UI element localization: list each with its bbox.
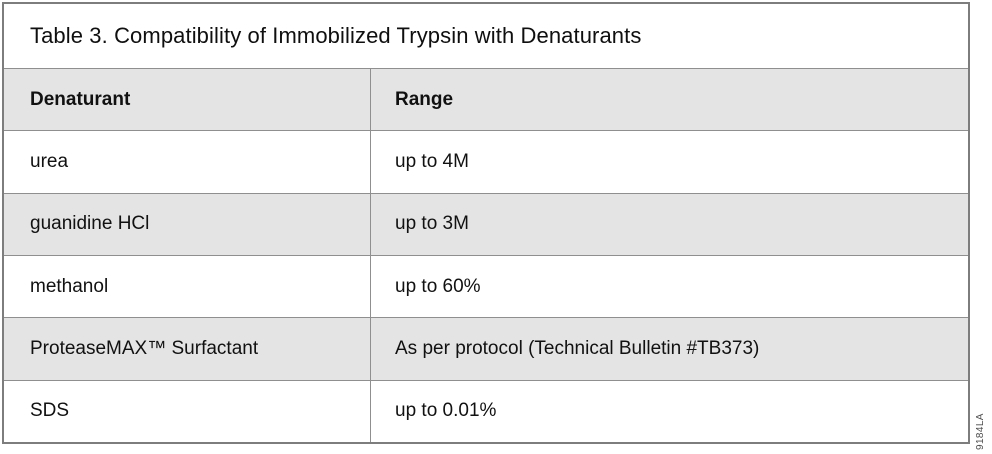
range-cell: up to 4M <box>395 150 469 172</box>
column-header-range: Range <box>395 88 454 110</box>
denaturant-cell: SDS <box>4 380 371 442</box>
column-header-denaturant: Denaturant <box>4 69 371 131</box>
table-row: guanidine HCl up to 3M <box>4 192 968 255</box>
table-title-band: Table 3. Compatibility of Immobilized Tr… <box>4 4 968 68</box>
range-cell: up to 3M <box>395 213 469 235</box>
table-row: SDS up to 0.01% <box>4 379 968 442</box>
figure-part-number: 9184LA <box>975 413 986 450</box>
table-row: ProteaseMAX™ Surfactant As per protocol … <box>4 317 968 380</box>
range-cell: up to 0.01% <box>395 400 497 422</box>
range-cell: As per protocol (Technical Bulletin #TB3… <box>395 337 760 359</box>
table-header-row: Denaturant Range <box>4 68 968 131</box>
table-title: Table 3. Compatibility of Immobilized Tr… <box>30 23 642 48</box>
table-row: urea up to 4M <box>4 130 968 193</box>
denaturant-cell: guanidine HCl <box>4 193 371 255</box>
compatibility-table: Table 3. Compatibility of Immobilized Tr… <box>2 2 970 444</box>
table-row: methanol up to 60% <box>4 254 968 318</box>
denaturant-cell: ProteaseMAX™ Surfactant <box>4 318 371 380</box>
denaturant-cell: methanol <box>4 255 371 318</box>
range-cell: up to 60% <box>395 275 481 297</box>
denaturant-cell: urea <box>4 131 371 193</box>
